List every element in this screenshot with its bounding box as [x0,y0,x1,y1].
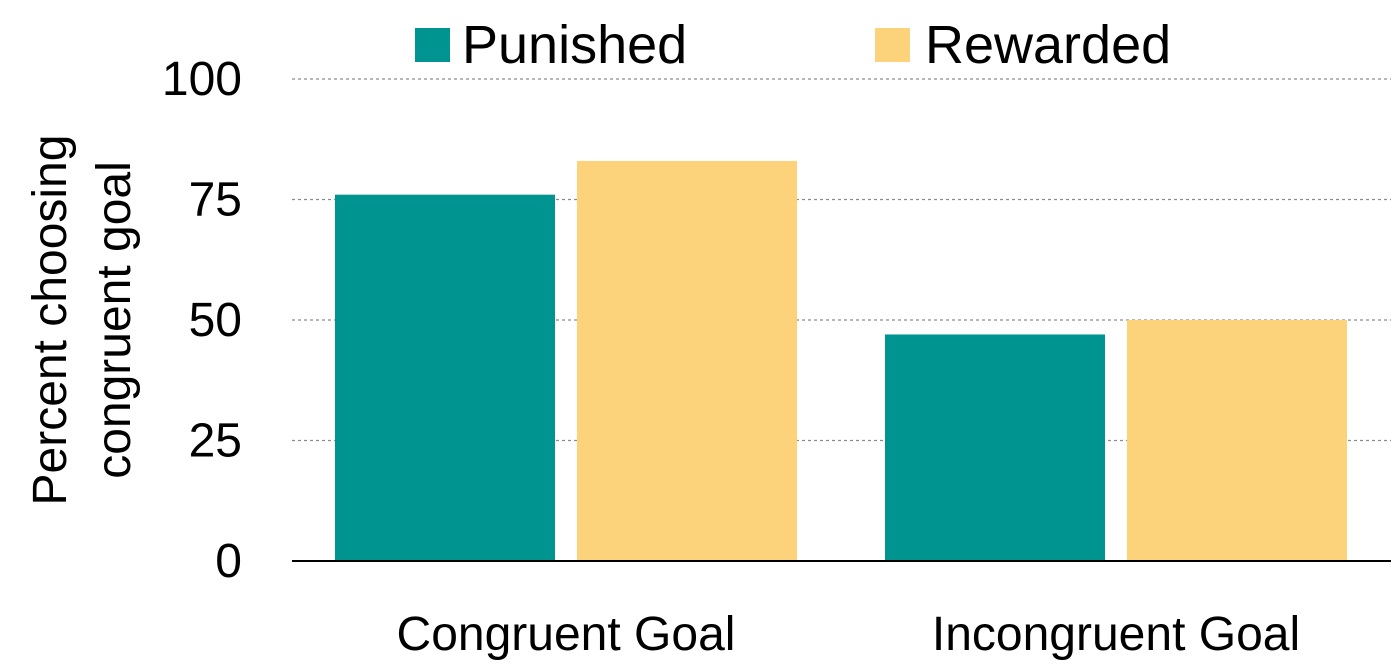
legend-item-punished: Punished [415,15,687,75]
y-tick-label: 0 [215,535,242,588]
y-tick-label: 75 [189,174,242,227]
y-tick-label: 100 [162,53,242,106]
bar-rewarded-0 [577,160,797,561]
y-axis-label-line: Percent choosing [24,135,77,506]
y-axis-label: Percent choosing congruent goal [24,135,141,506]
legend-label: Rewarded [925,15,1171,75]
x-tick-label: Incongruent Goal [932,608,1300,661]
x-tick-label: Congruent Goal [397,608,736,661]
y-tick-label: 50 [189,294,242,347]
y-tick-labels: 0 25 50 75 100 [162,53,242,588]
legend-swatch [415,28,450,62]
legend-item-rewarded: Rewarded [875,15,1171,75]
legend: Punished Rewarded [415,15,1171,75]
bar-rewarded-1 [1127,320,1347,561]
legend-swatch [875,28,910,62]
bar-punished-1 [885,334,1105,561]
x-tick-labels: Congruent Goal Incongruent Goal [397,608,1301,661]
y-tick-label: 25 [189,415,242,468]
bar-punished-0 [335,194,555,561]
y-axis-label-line: congruent goal [88,161,141,479]
bars [335,160,1347,561]
legend-label: Punished [462,15,687,75]
